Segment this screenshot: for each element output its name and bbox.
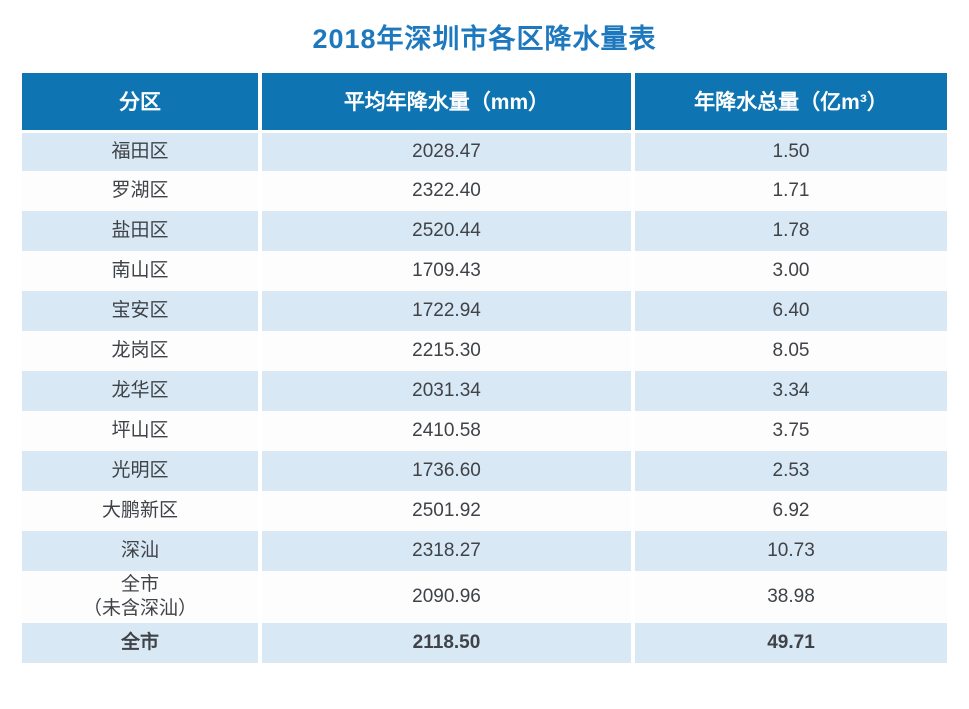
table-row: 大鹏新区 2501.92 6.92 [22,491,947,531]
table-row: 全市 （未含深汕） 2090.96 38.98 [22,571,947,623]
avg-rainfall-cell: 1709.43 [260,251,635,291]
table-body: 福田区 2028.47 1.50 罗湖区 2322.40 1.71 盐田区 2520.44 1.… [22,131,947,663]
district-cell: 龙华区 [22,371,262,411]
column-header-district: 分区 [22,73,262,133]
district-cell: 福田区 [22,131,262,171]
district-cell: 全市 [22,622,262,663]
district-cell: 罗湖区 [22,171,262,211]
total-rainfall-cell: 38.98 [633,571,947,623]
avg-rainfall-cell: 1722.94 [260,291,635,331]
avg-rainfall-cell: 2031.34 [260,371,635,411]
avg-rainfall-cell: 2318.27 [260,531,635,571]
total-rainfall-cell: 49.71 [633,622,947,663]
avg-rainfall-cell: 2028.47 [260,131,635,171]
total-rainfall-cell: 6.92 [633,491,947,531]
district-cell: 盐田区 [22,211,262,251]
total-rainfall-cell: 3.75 [633,411,947,451]
total-rainfall-cell: 3.34 [633,371,947,411]
column-header-avg-rainfall: 平均年降水量（mm） [260,73,635,133]
avg-rainfall-cell: 2520.44 [260,211,635,251]
district-cell: 南山区 [22,251,262,291]
avg-rainfall-cell: 2322.40 [260,171,635,211]
district-cell: 坪山区 [22,411,262,451]
table-header: 分区 平均年降水量（mm） 年降水总量（亿m³） [22,73,947,133]
column-header-total-rainfall: 年降水总量（亿m³） [633,73,947,133]
table-row: 坪山区 2410.58 3.75 [22,411,947,451]
page-title: 2018年深圳市各区降水量表 [312,24,657,54]
table-row: 罗湖区 2322.40 1.71 [22,171,947,211]
table-row: 龙华区 2031.34 3.34 [22,371,947,411]
avg-rainfall-cell: 2090.96 [260,571,635,623]
district-cell: 深汕 [22,531,262,571]
header-row: 分区 平均年降水量（mm） 年降水总量（亿m³） [22,73,947,133]
avg-rainfall-cell: 2118.50 [260,622,635,663]
table-row: 全市 2118.50 49.71 [22,622,947,663]
total-rainfall-cell: 10.73 [633,531,947,571]
total-rainfall-cell: 1.50 [633,131,947,171]
district-cell: 光明区 [22,451,262,491]
district-cell: 全市 （未含深汕） [22,571,262,623]
avg-rainfall-cell: 2501.92 [260,491,635,531]
table-row: 深汕 2318.27 10.73 [22,531,947,571]
table-row: 南山区 1709.43 3.00 [22,251,947,291]
table-row: 龙岗区 2215.30 8.05 [22,331,947,371]
total-rainfall-cell: 1.71 [633,171,947,211]
avg-rainfall-cell: 2410.58 [260,411,635,451]
table-row: 盐田区 2520.44 1.78 [22,211,947,251]
total-rainfall-cell: 3.00 [633,251,947,291]
district-cell: 大鹏新区 [22,491,262,531]
avg-rainfall-cell: 1736.60 [260,451,635,491]
table-row: 宝安区 1722.94 6.40 [22,291,947,331]
avg-rainfall-cell: 2215.30 [260,331,635,371]
district-cell: 宝安区 [22,291,262,331]
rainfall-table: 分区 平均年降水量（mm） 年降水总量（亿m³） 福田区 2028.47 1.50 罗… [22,73,947,663]
table-row: 光明区 1736.60 2.53 [22,451,947,491]
total-rainfall-cell: 6.40 [633,291,947,331]
total-rainfall-cell: 8.05 [633,331,947,371]
district-cell: 龙岗区 [22,331,262,371]
table-row: 福田区 2028.47 1.50 [22,131,947,171]
total-rainfall-cell: 2.53 [633,451,947,491]
total-rainfall-cell: 1.78 [633,211,947,251]
